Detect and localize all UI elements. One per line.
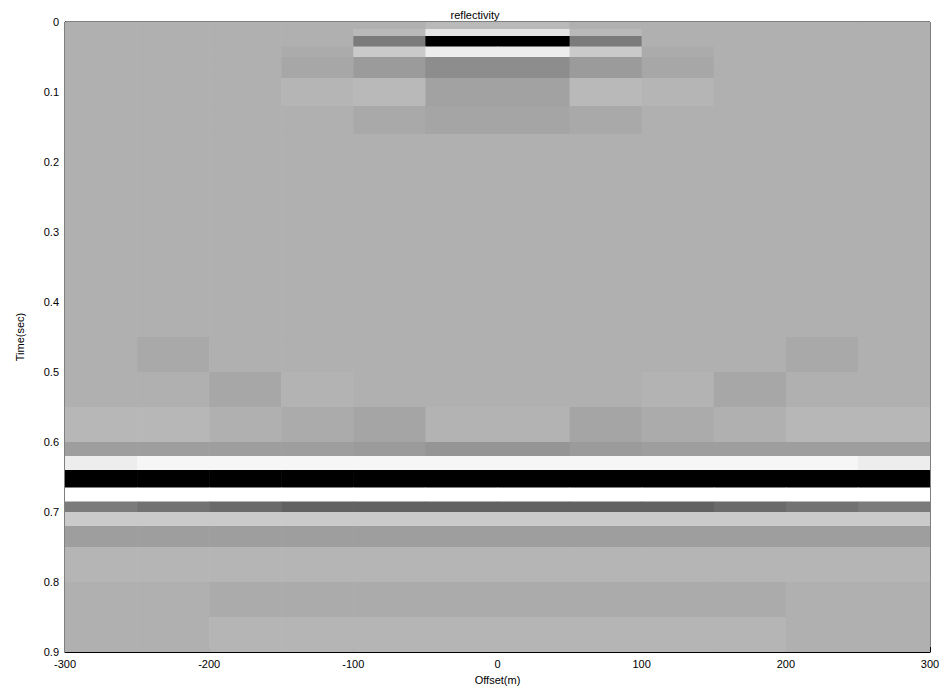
svg-text:0.5: 0.5 [44,366,59,378]
svg-text:0.3: 0.3 [44,226,59,238]
svg-text:-100: -100 [342,658,364,670]
svg-text:Time(sec): Time(sec) [14,313,26,361]
svg-text:reflectivity: reflectivity [451,9,500,21]
svg-text:100: 100 [632,658,650,670]
svg-text:0.4: 0.4 [44,296,59,308]
svg-text:200: 200 [777,658,795,670]
svg-text:Offset(m): Offset(m) [475,674,521,686]
svg-text:0.6: 0.6 [44,436,59,448]
svg-text:0.7: 0.7 [44,506,59,518]
svg-text:0.2: 0.2 [44,156,59,168]
svg-text:-200: -200 [198,658,220,670]
svg-text:-300: -300 [54,658,76,670]
svg-text:300: 300 [921,658,939,670]
svg-text:0: 0 [53,16,59,28]
svg-text:0: 0 [494,658,500,670]
svg-text:0.9: 0.9 [44,646,59,658]
svg-text:0.8: 0.8 [44,576,59,588]
svg-text:0.1: 0.1 [44,86,59,98]
